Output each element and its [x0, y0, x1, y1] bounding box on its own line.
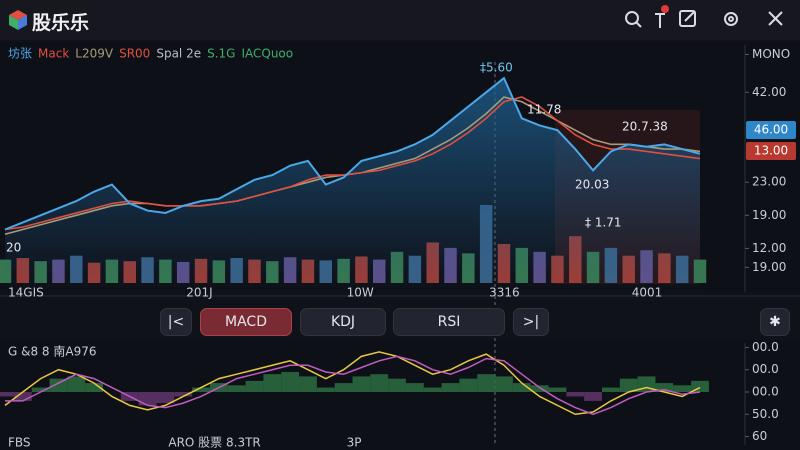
indicator-title: G &8 8 南A976: [8, 344, 96, 359]
histogram-bar: [673, 385, 692, 392]
histogram-bar: [138, 392, 157, 406]
header-icons: [625, 5, 783, 28]
x-tick-label: 4001: [632, 286, 663, 300]
histogram-bar: [67, 376, 86, 392]
search-icon[interactable]: [625, 11, 642, 28]
series-line: [4, 76, 701, 231]
histogram-bar: [405, 383, 424, 392]
histogram-bar: [352, 376, 371, 392]
y-tick-label: 50.0: [752, 407, 779, 421]
legend-item: Spal 2e: [156, 47, 201, 61]
y-tick-label: 00.0: [752, 340, 779, 354]
histogram-bar: [49, 378, 68, 392]
legend-item: S.1G: [207, 47, 235, 61]
histogram-bar: [691, 380, 709, 392]
pin-icon[interactable]: [655, 13, 665, 28]
legend-item: 坊张: [8, 46, 32, 61]
price-tag: [746, 142, 796, 160]
y-tick-label: 12.00: [752, 241, 786, 255]
histogram-bar: [548, 387, 567, 392]
histogram-bar: [619, 378, 638, 392]
y-tick-label: 00.0: [752, 362, 779, 376]
y-tick-label: 60: [752, 429, 767, 443]
histogram-bar: [334, 383, 353, 392]
annotation: 11.78: [527, 103, 561, 117]
app-name: 股乐乐: [32, 12, 90, 34]
histogram-bar: [192, 387, 210, 392]
y-tick-label: MONO: [752, 47, 790, 61]
next-button[interactable]: >|: [513, 308, 549, 336]
y-tick-label: 23.00: [752, 175, 786, 189]
histogram-bar: [227, 385, 246, 392]
x-tick-label: FBS: [8, 436, 31, 450]
annotation: ‡5.60: [480, 61, 513, 75]
legend-item: IACQuoo: [241, 47, 293, 61]
tools-button[interactable]: ✱: [760, 308, 790, 336]
x-tick-label: 201J: [186, 286, 212, 300]
histogram-bar: [245, 380, 264, 392]
histogram-bar: [477, 374, 496, 392]
rsi-button[interactable]: RSI: [393, 308, 505, 336]
price-tag: [746, 121, 796, 139]
logo: [9, 10, 27, 30]
histogram-bar: [601, 387, 620, 392]
y-tick-label: 19.00: [752, 260, 786, 274]
annotation: 20: [6, 241, 21, 255]
y-tick-label: 42.00: [752, 85, 786, 99]
histogram-bar: [459, 378, 478, 392]
annotation: 20.7.38: [622, 120, 668, 134]
histogram-bar: [441, 383, 460, 392]
histogram-bar: [156, 392, 175, 404]
legend-item: L209V: [75, 47, 114, 61]
indicator-line: [5, 355, 701, 416]
x-tick-label: 3316: [489, 286, 520, 300]
legend-item: Mack: [38, 47, 69, 61]
x-tick-label: ARO 股票 8.3TR: [168, 436, 260, 450]
histogram-bar: [263, 374, 282, 392]
histogram-bar: [530, 385, 549, 392]
close-icon[interactable]: [768, 11, 783, 26]
histogram-bar: [370, 374, 389, 392]
histogram-bar: [13, 392, 32, 401]
y-tick-label: 19.00: [752, 208, 786, 222]
annotation: ‡ 1.71: [585, 216, 622, 230]
macd-button[interactable]: MACD: [200, 308, 292, 336]
histogram-bar: [31, 387, 50, 392]
histogram-bar: [655, 383, 674, 392]
histogram-bar: [316, 387, 335, 392]
prev-button[interactable]: |<: [160, 308, 192, 336]
annotation: 20.03: [575, 178, 609, 192]
histogram-bar: [299, 376, 317, 392]
y-tick-label: 00.0: [752, 385, 779, 399]
histogram-bar: [0, 392, 14, 397]
histogram-bar: [566, 392, 585, 397]
histogram-bar: [495, 376, 513, 392]
price-tag-label: 46.00: [754, 123, 788, 137]
histogram-bar: [512, 383, 531, 392]
x-tick-label: 10W: [347, 286, 374, 300]
histogram-bar: [85, 383, 104, 392]
histogram-bar: [388, 378, 406, 392]
price-area: [5, 78, 700, 291]
settings-icon[interactable]: [724, 12, 738, 26]
share-icon[interactable]: [679, 10, 696, 27]
x-tick-label: 14GIS: [8, 286, 44, 300]
series-line: [4, 96, 701, 231]
header: 股乐乐: [0, 0, 800, 40]
histogram-bar: [584, 392, 602, 401]
x-tick-label: 3P: [347, 436, 362, 450]
kdj-button[interactable]: KDJ: [300, 308, 386, 336]
histogram-bar: [423, 387, 442, 392]
legend-item: SR00: [119, 47, 150, 61]
histogram-bar: [174, 392, 193, 397]
histogram-bar: [281, 371, 300, 392]
indicator-line: [4, 351, 701, 416]
price-tag-label: 13.00: [754, 144, 788, 158]
